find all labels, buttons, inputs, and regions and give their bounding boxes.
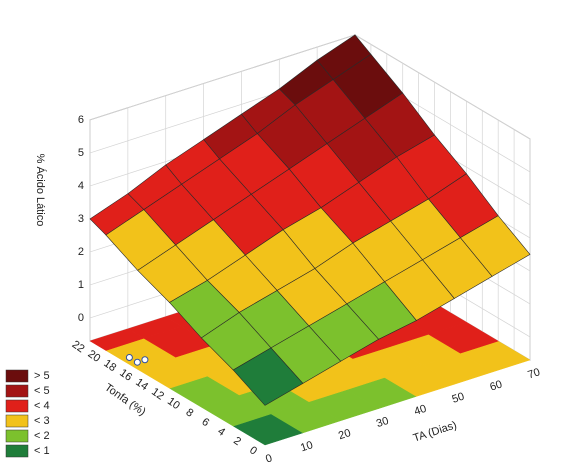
legend-swatch: [5, 429, 29, 443]
data-point: [141, 356, 149, 364]
z-tick-label: 0: [78, 312, 84, 324]
z-tick-label: 5: [78, 147, 84, 159]
x-tick-label: 20: [337, 427, 352, 442]
y-tick-label: 4: [215, 425, 227, 438]
y-tick-label: 12: [149, 386, 166, 403]
z-tick-label: 2: [78, 246, 84, 258]
legend-swatch: [5, 414, 29, 428]
z-tick-label: 3: [78, 213, 84, 225]
surface-cell: [232, 347, 304, 406]
y-tick-label: 2: [231, 435, 243, 448]
legend-label: < 4: [34, 400, 50, 412]
y-tick-label: 22: [70, 338, 87, 355]
x-tick-label: 10: [299, 439, 314, 454]
z-axis-title: % Ácido Lático: [34, 154, 47, 227]
legend-label: < 5: [34, 385, 50, 397]
y-tick-label: 8: [183, 406, 195, 419]
z-tick-label: 1: [78, 279, 84, 291]
legend-swatch: [5, 399, 29, 413]
data-point: [133, 358, 141, 366]
legend-label: < 2: [34, 430, 50, 442]
y-tick-label: 14: [133, 376, 150, 393]
data-point: [125, 353, 133, 361]
legend-swatch: [5, 384, 29, 398]
x-tick-label: 70: [526, 366, 541, 381]
y-tick-label: 6: [199, 416, 211, 429]
y-tick-label: 10: [165, 395, 182, 412]
z-tick-label: 4: [78, 180, 84, 192]
x-tick-label: 60: [488, 378, 503, 393]
z-tick-label: 6: [78, 114, 84, 126]
x-axis-title: TA (Dias): [412, 419, 459, 444]
y-tick-label: 0: [247, 444, 259, 457]
legend-label: < 1: [34, 445, 50, 457]
x-tick-label: 30: [375, 415, 390, 430]
legend-swatch: [5, 369, 29, 383]
legend-label: < 3: [34, 415, 50, 427]
x-tick-label: 40: [413, 403, 428, 418]
legend-label: > 5: [34, 370, 50, 382]
x-tick-label: 0: [264, 452, 274, 463]
x-tick-label: 50: [451, 391, 466, 406]
legend-swatch: [5, 444, 29, 458]
y-tick-label: 18: [101, 357, 118, 374]
y-tick-label: 20: [86, 348, 103, 365]
y-tick-label: 16: [117, 367, 134, 384]
